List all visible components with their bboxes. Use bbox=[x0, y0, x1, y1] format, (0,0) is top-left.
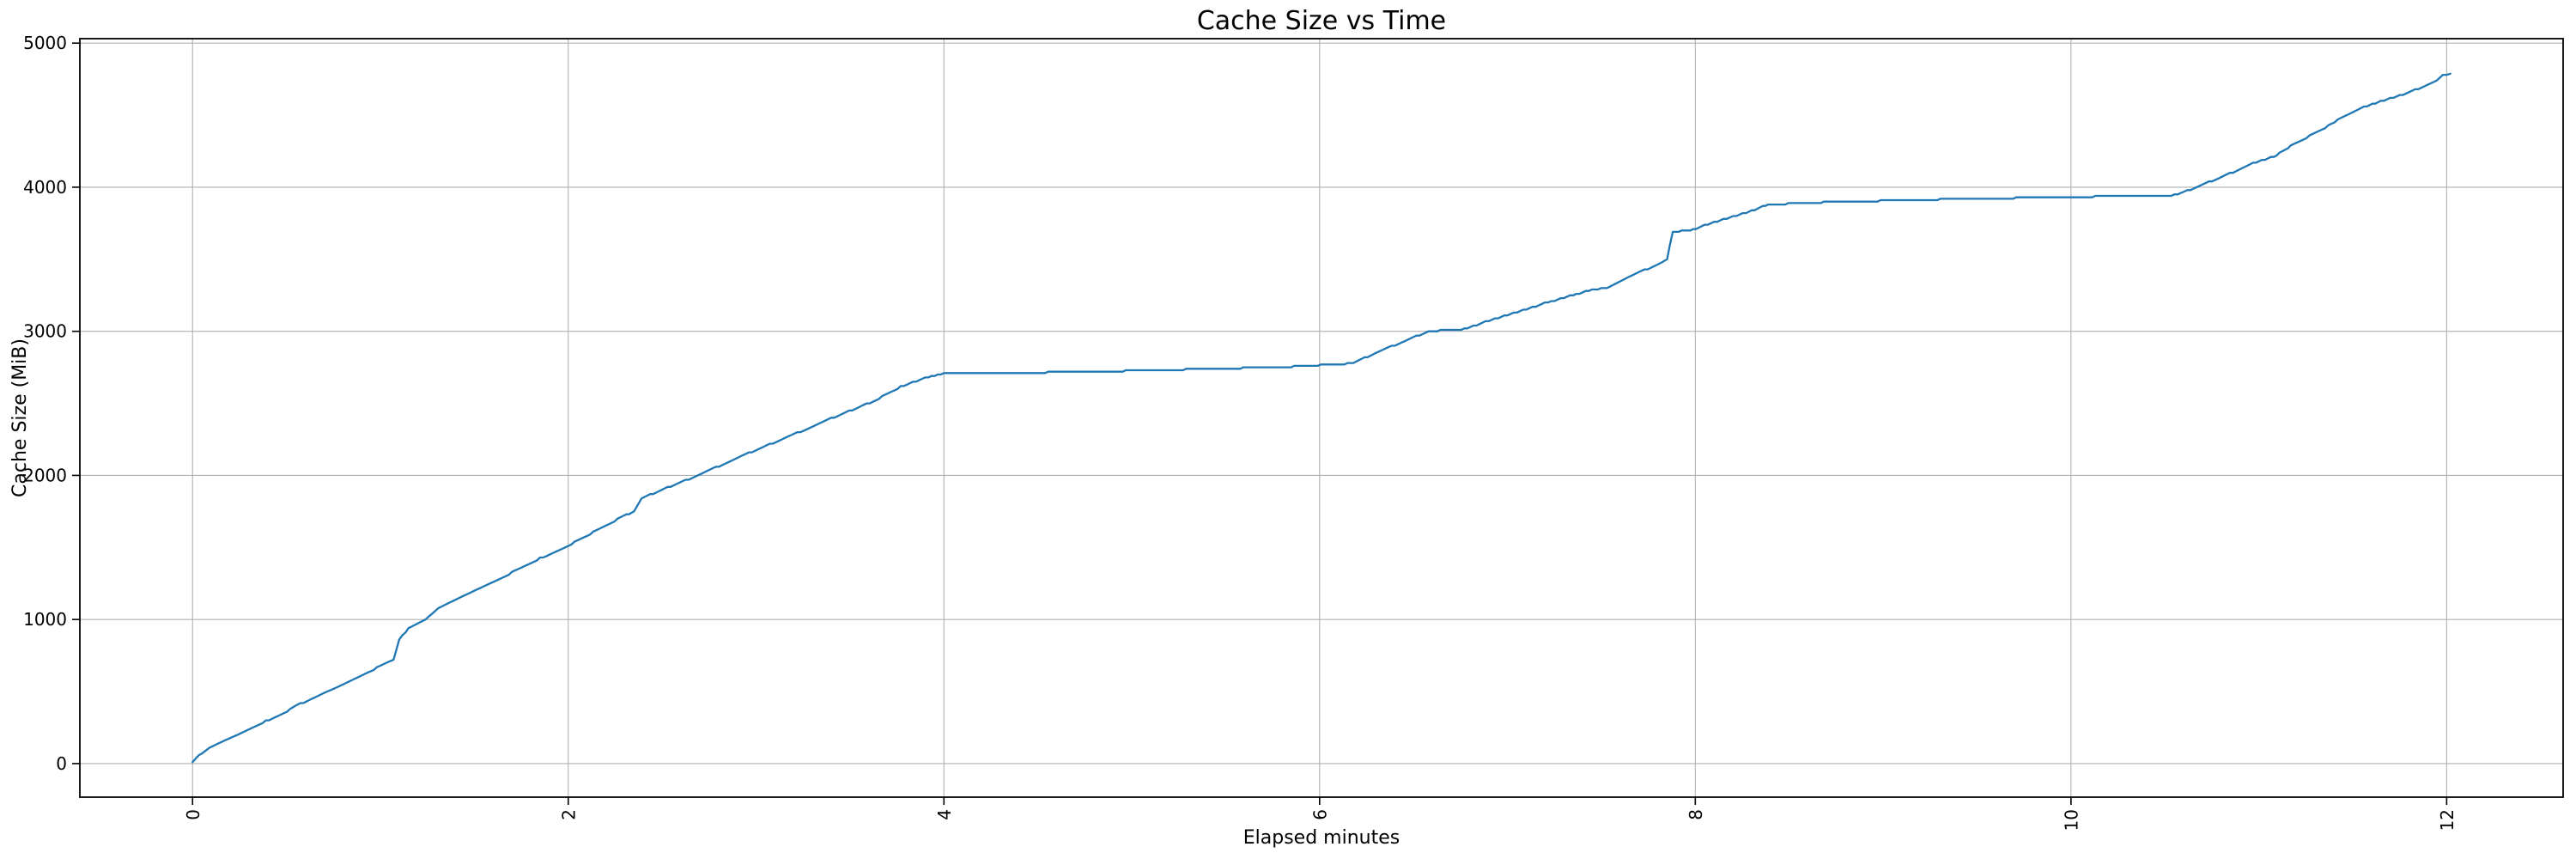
x-tick-label: 0 bbox=[183, 809, 204, 820]
tick-marks bbox=[72, 42, 2448, 805]
tick-labels: 0 2 4 6 8 10 12 0 1000 2000 3000 4000 5000 bbox=[23, 33, 2458, 831]
series-layer bbox=[191, 72, 2451, 764]
x-tick-label: 2 bbox=[558, 809, 579, 820]
x-tick-label: 8 bbox=[1686, 809, 1706, 820]
y-tick-label: 1000 bbox=[23, 609, 67, 630]
chart-title: Cache Size vs Time bbox=[1197, 6, 1446, 36]
y-tick-label: 2000 bbox=[23, 465, 67, 485]
x-tick-label: 6 bbox=[1309, 809, 1330, 820]
y-tick-label: 5000 bbox=[23, 33, 67, 53]
plot-border bbox=[79, 38, 2564, 798]
x-axis-label: Elapsed minutes bbox=[1243, 827, 1400, 849]
x-tick-label: 10 bbox=[2061, 809, 2081, 831]
x-tick-label: 4 bbox=[934, 809, 955, 820]
grid-lines bbox=[80, 39, 2563, 797]
cache-size-line bbox=[191, 72, 2451, 764]
y-tick-label: 3000 bbox=[23, 321, 67, 342]
y-tick-label: 0 bbox=[56, 753, 67, 774]
x-tick-label: 12 bbox=[2437, 809, 2458, 831]
y-tick-label: 4000 bbox=[23, 177, 67, 198]
y-axis-label: Cache Size (MiB) bbox=[9, 338, 31, 497]
